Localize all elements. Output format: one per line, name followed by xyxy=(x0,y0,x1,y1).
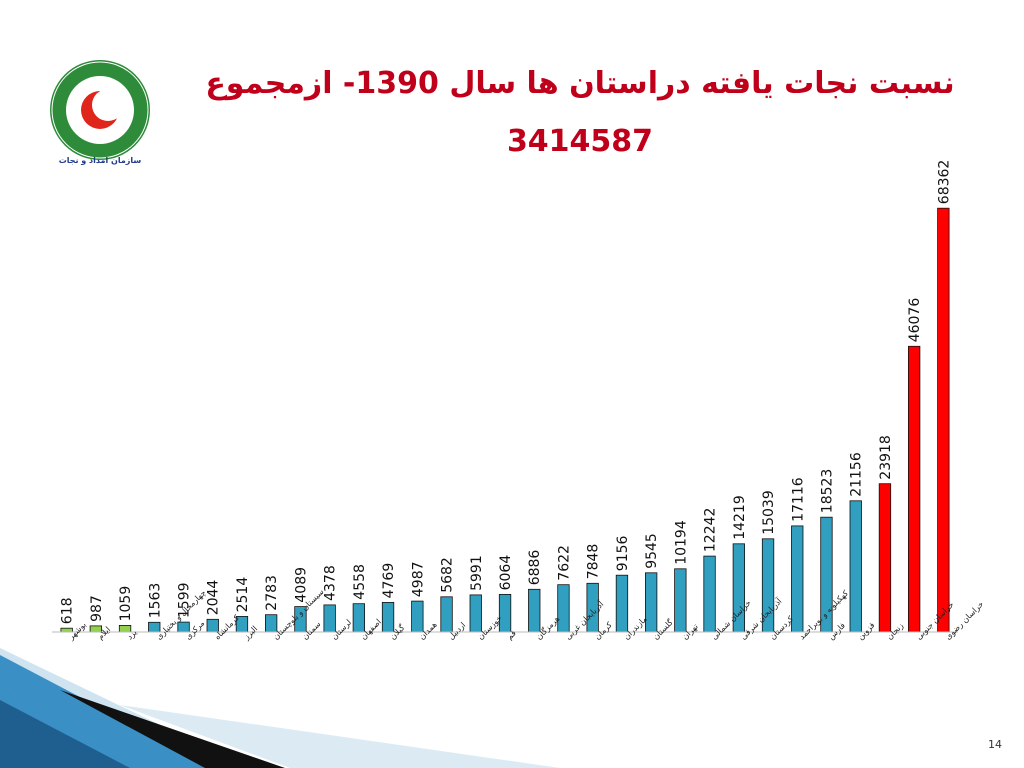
crescent-cutout xyxy=(92,89,124,121)
bar xyxy=(908,345,921,633)
bar-value-label: 4378 xyxy=(323,565,339,601)
bar-value-label: 9545 xyxy=(644,533,660,569)
bar-value-label: 6886 xyxy=(527,550,543,586)
data-labels: 618 987 1059 1563 1599 2044 2514 2783 4089 4378 45… xyxy=(60,160,953,625)
bar xyxy=(323,604,336,633)
bar-value-label: 6064 xyxy=(498,555,514,591)
bar xyxy=(937,207,950,633)
red-crescent-logo xyxy=(50,60,150,160)
bar xyxy=(352,603,366,633)
bar xyxy=(703,555,716,633)
corner-stripe-dark xyxy=(0,700,130,768)
bar xyxy=(645,572,658,633)
bar xyxy=(264,614,278,633)
bar-value-label: 618 xyxy=(60,597,76,624)
bar-value-label: 46076 xyxy=(907,298,923,343)
bar xyxy=(469,594,482,633)
bar-value-label: 2514 xyxy=(235,577,251,613)
bar-value-label: 23918 xyxy=(878,435,894,480)
bar-value-label: 2783 xyxy=(264,575,280,611)
bar-value-label: 1059 xyxy=(118,586,134,622)
bar-value-label: 9156 xyxy=(615,535,631,571)
bar-value-label: 4769 xyxy=(381,563,397,599)
bar-value-label: 5682 xyxy=(440,557,456,593)
bar-value-label: 987 xyxy=(89,595,105,622)
bar xyxy=(498,594,512,633)
bar-value-label: 4558 xyxy=(352,564,368,600)
page-number: 14 xyxy=(988,738,1002,751)
bar xyxy=(615,574,629,633)
bar-value-label: 7848 xyxy=(586,544,602,580)
corner-stripe-black xyxy=(60,690,285,768)
bar-value-label: 15039 xyxy=(761,490,777,535)
bar-value-label: 21156 xyxy=(849,452,865,497)
bar-value-label: 10194 xyxy=(673,520,689,565)
bar-value-label: 7622 xyxy=(557,545,573,581)
bar xyxy=(381,602,395,633)
bar xyxy=(411,600,424,633)
bar xyxy=(528,588,541,633)
bar-value-label: 14219 xyxy=(732,495,748,540)
bar-value-label: 17116 xyxy=(790,477,806,522)
bar xyxy=(849,500,862,633)
bar xyxy=(791,525,804,633)
slide-title: نسبت نجات یافته دراستان ها سال 1390- ازم… xyxy=(205,66,955,101)
bar xyxy=(878,483,892,633)
bar-value-label: 1563 xyxy=(147,583,163,619)
bar-value-label: 4089 xyxy=(293,567,309,603)
bar xyxy=(674,568,687,633)
bar-value-label: 2044 xyxy=(206,580,222,616)
bar xyxy=(440,596,453,633)
bar-value-label: 4987 xyxy=(410,561,426,597)
corner-stripe-pale xyxy=(120,705,560,768)
logo-caption: سازمان امداد و نجات xyxy=(58,156,142,165)
bar-value-label: 1599 xyxy=(177,582,193,618)
bar-value-label: 68362 xyxy=(936,160,952,205)
slide-title-total: 3414587 xyxy=(506,124,654,159)
bar-value-label: 5991 xyxy=(469,555,485,591)
logo-ring-border xyxy=(51,61,149,159)
bar-value-label: 18523 xyxy=(820,469,836,514)
bar-value-label: 12242 xyxy=(703,508,719,553)
bar xyxy=(557,584,570,633)
